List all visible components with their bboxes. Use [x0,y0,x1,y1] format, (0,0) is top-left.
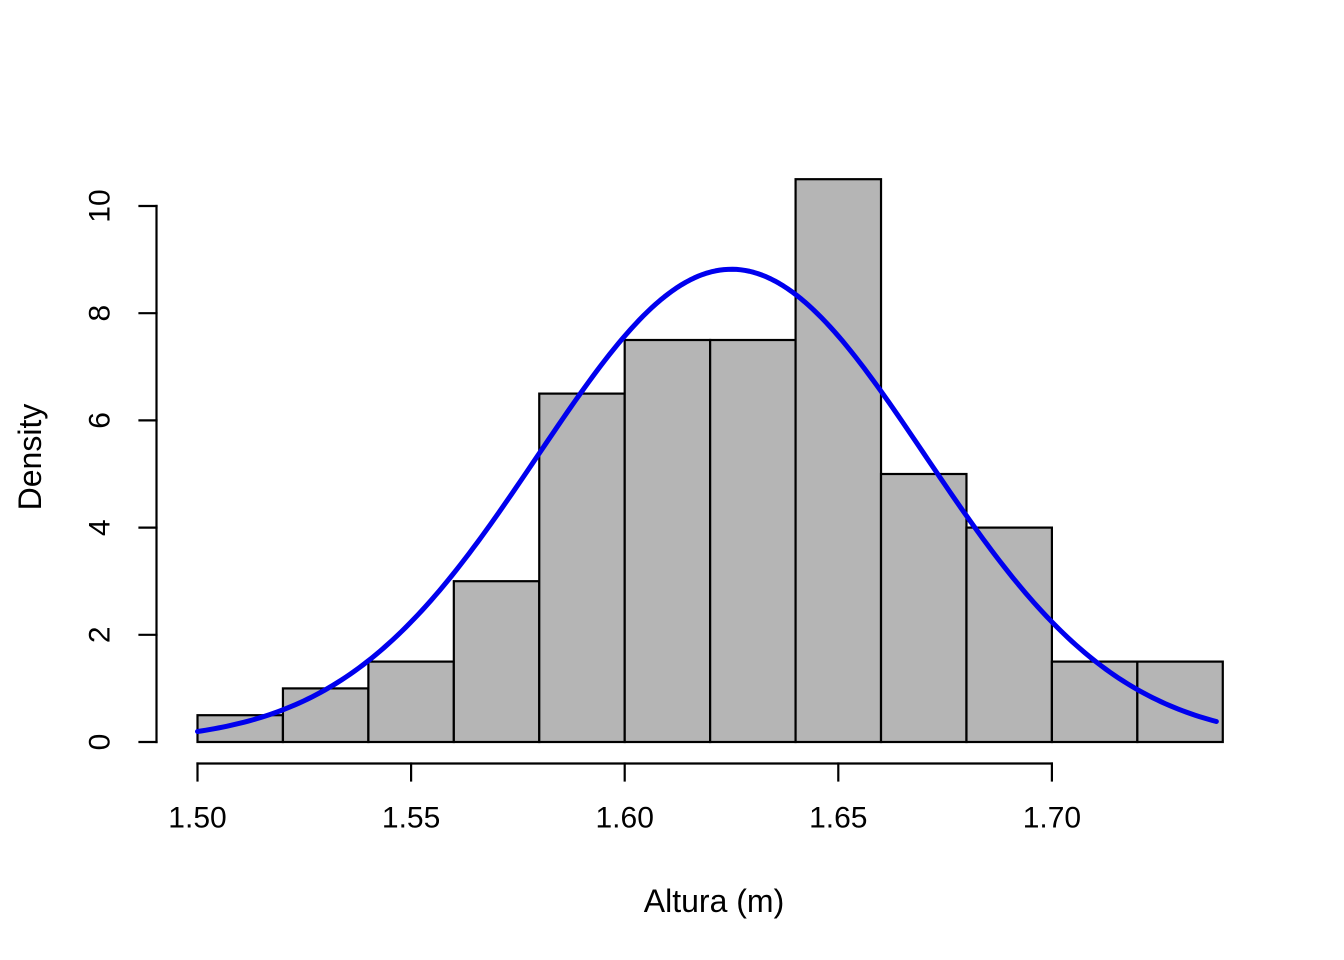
histogram-bar [452,580,541,744]
x-tick-label: 1.70 [1023,802,1081,835]
density-curve-group [195,266,1219,734]
y-axis-title: Density [12,404,48,511]
histogram-bars [196,178,1224,744]
y-tick-label: 0 [84,734,117,751]
histogram-bar [1136,660,1224,744]
histogram-bar [623,338,712,744]
x-tick-label: 1.50 [168,802,226,835]
histogram-bar [281,687,370,744]
axes: 0 2 4 6 8 10 1.50 1.55 1.60 1.65 1.70 [84,189,1082,834]
histogram-bar [794,178,883,744]
histogram-bar [367,660,455,744]
histogram-bar [879,472,968,744]
histogram-bar [709,338,797,744]
y-tick-label: 10 [84,189,117,222]
y-tick-label: 6 [84,412,117,429]
x-axis-title: Altura (m) [644,883,784,919]
y-tick-label: 2 [84,626,117,643]
histogram-bar [1050,660,1139,744]
x-tick-label: 1.60 [596,802,654,835]
x-tick-label: 1.55 [382,802,440,835]
y-tick-label: 8 [84,305,117,322]
y-tick-label: 4 [84,519,117,536]
density-curve [195,266,1219,734]
histogram-bar [538,392,626,744]
histogram-bar [965,526,1054,744]
x-tick-label: 1.65 [809,802,867,835]
